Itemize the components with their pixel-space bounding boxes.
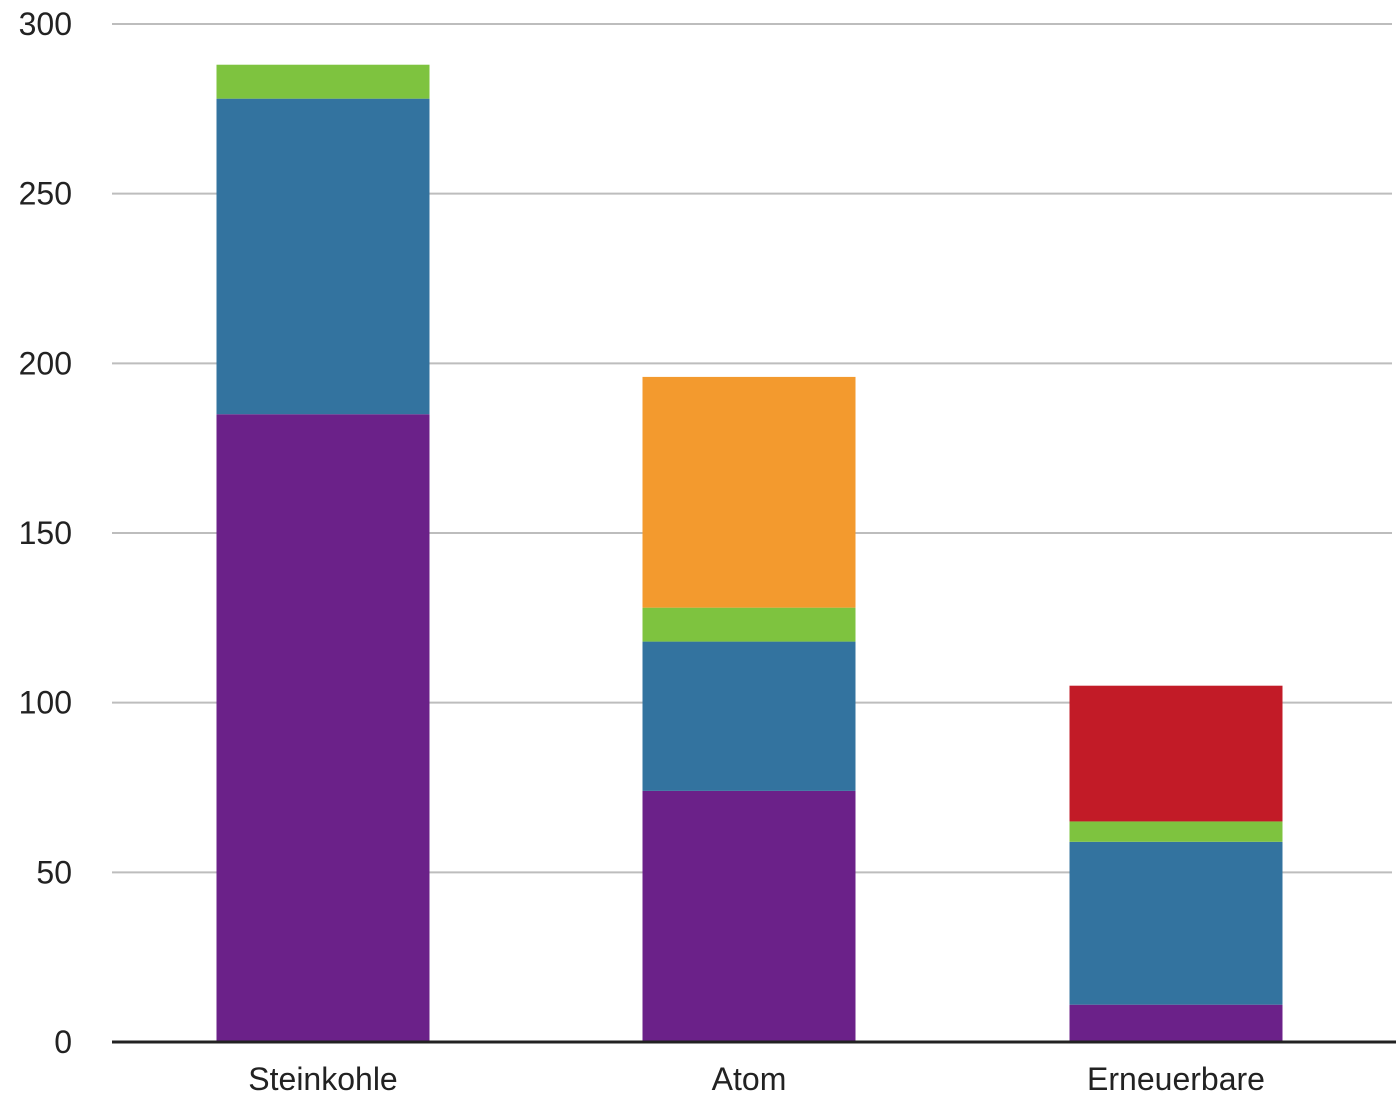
y-tick-label-150: 150 <box>19 515 72 551</box>
bar-segment-steinkohle-1 <box>216 414 430 1042</box>
bar-segment-atom-2 <box>642 641 856 791</box>
x-axis-category-labels: Steinkohle Atom Erneuerbare <box>248 1061 1265 1097</box>
bar-segment-atom-3 <box>642 607 856 642</box>
y-tick-label-50: 50 <box>36 854 72 890</box>
bars <box>216 64 1283 1042</box>
bar-segment-erneuerbare-3 <box>1069 821 1283 842</box>
y-tick-label-200: 200 <box>19 345 72 381</box>
bar-segment-atom-4 <box>642 376 856 608</box>
bar-segment-atom-1 <box>642 790 856 1042</box>
bar-segment-steinkohle-2 <box>216 98 430 415</box>
y-tick-label-300: 300 <box>19 6 72 42</box>
y-tick-label-100: 100 <box>19 685 72 721</box>
bar-segment-erneuerbare-1 <box>1069 1004 1283 1042</box>
x-category-label-steinkohle: Steinkohle <box>248 1061 397 1097</box>
bar-segment-erneuerbare-5 <box>1069 685 1283 822</box>
bar-segment-erneuerbare-2 <box>1069 841 1283 1005</box>
x-category-label-atom: Atom <box>712 1061 787 1097</box>
y-axis-tick-labels: 0 50 100 150 200 250 300 <box>19 6 72 1060</box>
y-tick-label-0: 0 <box>54 1024 72 1060</box>
x-category-label-erneuerbare: Erneuerbare <box>1087 1061 1265 1097</box>
y-tick-label-250: 250 <box>19 176 72 212</box>
bar-segment-steinkohle-3 <box>216 64 430 99</box>
